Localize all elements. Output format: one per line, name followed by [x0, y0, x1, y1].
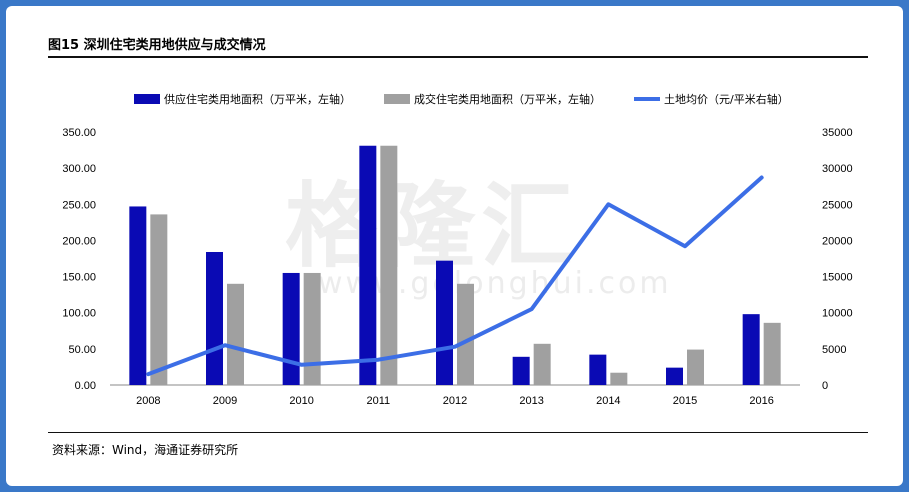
price-point [301, 364, 303, 366]
left-tick-label: 0.00 [75, 380, 96, 392]
source-note: 资料来源：Wind，海通证券研究所 [52, 443, 239, 457]
supply-bar [742, 314, 760, 385]
x-tick-label: 2010 [289, 395, 313, 407]
deal-bar [763, 322, 781, 385]
supply-bar [129, 206, 147, 385]
left-tick-label: 250.00 [62, 199, 96, 211]
deal-bar [303, 272, 321, 385]
supply-bar [436, 260, 453, 385]
deal-bar [380, 145, 398, 385]
price-point [607, 203, 609, 205]
legend-deal-label: 成交住宅类用地面积（万平米，左轴） [414, 92, 601, 106]
watermark-text: 格隆汇 [285, 173, 580, 280]
price-point [147, 373, 149, 375]
left-tick-label: 50.00 [68, 344, 96, 356]
supply-bar [512, 356, 530, 385]
left-tick-label: 350.00 [62, 127, 96, 139]
left-axis: 0.00 50.00 100.00 150.00 200.00 250.00 300.00 3… [62, 127, 96, 392]
x-tick-label: 2014 [596, 395, 620, 407]
supply-bar [666, 367, 683, 385]
figure-title: 图15 深圳住宅类用地供应与成交情况 [48, 38, 266, 53]
legend-supply-swatch [134, 94, 160, 104]
price-point [684, 245, 686, 247]
deal-bar [687, 349, 704, 385]
left-tick-label: 200.00 [62, 235, 96, 247]
price-point [377, 359, 379, 361]
deal-bar [610, 372, 628, 385]
deal-bar [457, 283, 474, 385]
legend-supply-label: 供应住宅类用地面积（万平米，左轴） [164, 92, 351, 106]
supply-bar [589, 354, 607, 385]
source-divider [48, 432, 868, 433]
price-point [761, 177, 763, 179]
title-divider [48, 56, 868, 58]
x-tick-label: 2013 [519, 395, 543, 407]
bar-series [129, 145, 781, 385]
x-tick-label: 2011 [367, 395, 391, 407]
right-tick-label: 10000 [822, 308, 853, 320]
right-tick-label: 0 [822, 380, 828, 392]
price-point [224, 344, 226, 346]
supply-bar [282, 272, 300, 385]
deal-bar [227, 283, 244, 385]
right-tick-label: 5000 [822, 344, 846, 356]
right-tick-label: 25000 [822, 199, 853, 211]
line-series [146, 175, 764, 377]
x-tick-label: 2008 [136, 395, 160, 407]
left-tick-label: 100.00 [62, 308, 96, 320]
x-tick-label: 2009 [213, 395, 237, 407]
left-tick-label: 150.00 [62, 272, 96, 284]
price-point [531, 308, 533, 310]
x-tick-label: 2016 [749, 395, 773, 407]
left-tick-label: 300.00 [62, 163, 96, 175]
supply-bar [206, 251, 223, 385]
supply-bar [359, 145, 377, 385]
x-axis: 2008 2009 2010 2011 2012 2013 2014 2015 2016 [110, 384, 800, 407]
legend-deal-swatch [384, 94, 410, 104]
deal-bar [533, 343, 551, 385]
right-axis: 0 5000 10000 15000 20000 25000 30000 35000 [822, 127, 853, 392]
x-tick-label: 2015 [673, 395, 697, 407]
deal-bar [150, 214, 168, 385]
right-tick-label: 30000 [822, 163, 853, 175]
watermark-url: www.gelonghui.com [318, 266, 672, 301]
right-tick-label: 35000 [822, 127, 853, 139]
chart-legend: 供应住宅类用地面积（万平米，左轴） 成交住宅类用地面积（万平米，左轴） 土地均价（元… [134, 92, 789, 106]
right-tick-label: 20000 [822, 235, 853, 247]
x-tick-label: 2012 [443, 395, 467, 407]
right-tick-label: 15000 [822, 272, 853, 284]
price-point [454, 346, 456, 348]
legend-price-label: 土地均价（元/平米右轴） [664, 92, 789, 106]
